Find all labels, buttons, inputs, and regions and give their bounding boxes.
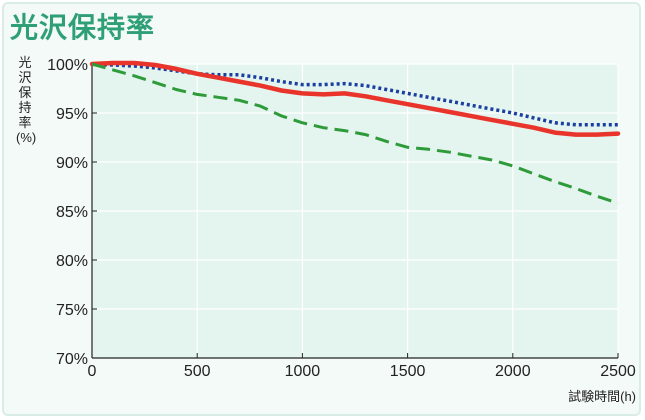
y-tick-label: 85% — [56, 204, 88, 221]
y-axis-label: 光沢保持率(%) — [16, 55, 37, 145]
y-tick-label: 75% — [56, 302, 88, 319]
x-tick-label: 1500 — [390, 363, 426, 380]
x-tick-label: 2000 — [495, 363, 531, 380]
y-tick-label: 80% — [56, 253, 88, 270]
x-tick-label: 0 — [88, 363, 97, 380]
x-tick-label: 1000 — [285, 363, 321, 380]
y-tick-label: 70% — [56, 351, 88, 368]
x-tick-label: 500 — [184, 363, 211, 380]
x-axis-label: 試験時間(h) — [568, 389, 636, 404]
series-line-dashed — [91, 62, 619, 205]
chart-title: 光沢保持率 — [10, 12, 156, 43]
x-tick-label: 2500 — [600, 363, 636, 380]
y-tick-label: 100% — [47, 57, 88, 74]
series-line-dotted — [91, 62, 618, 127]
y-tick-label: 95% — [56, 106, 88, 123]
series-line-solid — [89, 60, 621, 137]
y-tick-label: 90% — [56, 155, 88, 172]
